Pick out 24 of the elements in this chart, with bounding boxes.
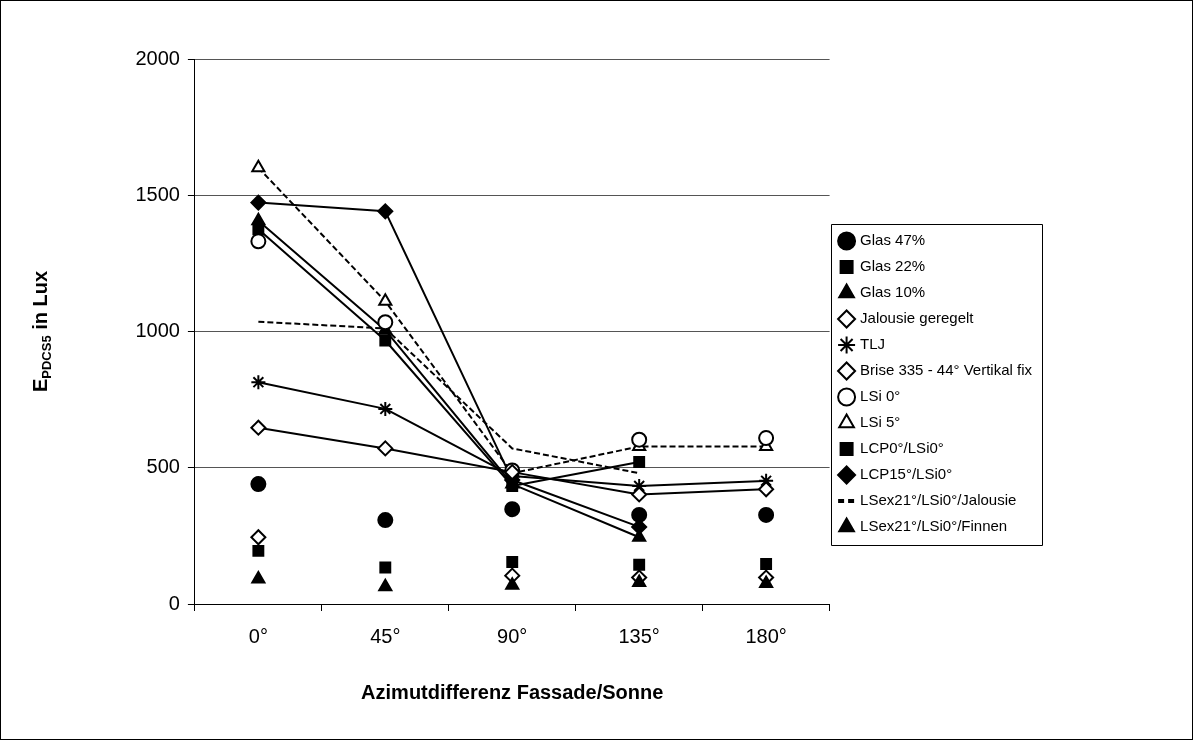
legend-label: LSi 5° [860,413,901,431]
legend-label: Glas 22% [860,257,926,275]
x-tick-label: 90° [497,624,528,647]
legend-label: LSex21°/LSi0°/Finnen [860,517,1008,535]
legend-label: LCP15°/LSi0° [860,465,953,483]
legend-label: LCP0°/LSi0° [860,439,944,457]
legend-label: Jalousie geregelt [860,309,975,327]
y-tick-label: 1500 [135,182,180,205]
y-tick-label: 1000 [135,319,180,342]
y-tick-label: 2000 [135,46,180,69]
x-tick-label: 45° [370,624,401,647]
x-tick-label: 180° [745,624,787,647]
legend-label: Brise 335 - 44° Vertikal fix [860,361,1033,379]
x-tick-label: 135° [618,624,660,647]
legend-label: LSi 0° [860,387,901,405]
x-tick-label: 0° [248,624,268,647]
legend-label: LSex21°/LSi0°/Jalousie [860,491,1017,509]
y-axis-title: EPDCS5 in Lux [28,270,54,393]
legend-label: Glas 47% [860,231,926,249]
y-tick-label: 500 [146,455,180,478]
legend-label: TLJ [860,335,886,353]
legend-label: Glas 10% [860,283,926,301]
x-axis-title: Azimutdifferenz Fassade/Sonne [361,680,664,703]
y-tick-label: 0 [168,591,180,614]
